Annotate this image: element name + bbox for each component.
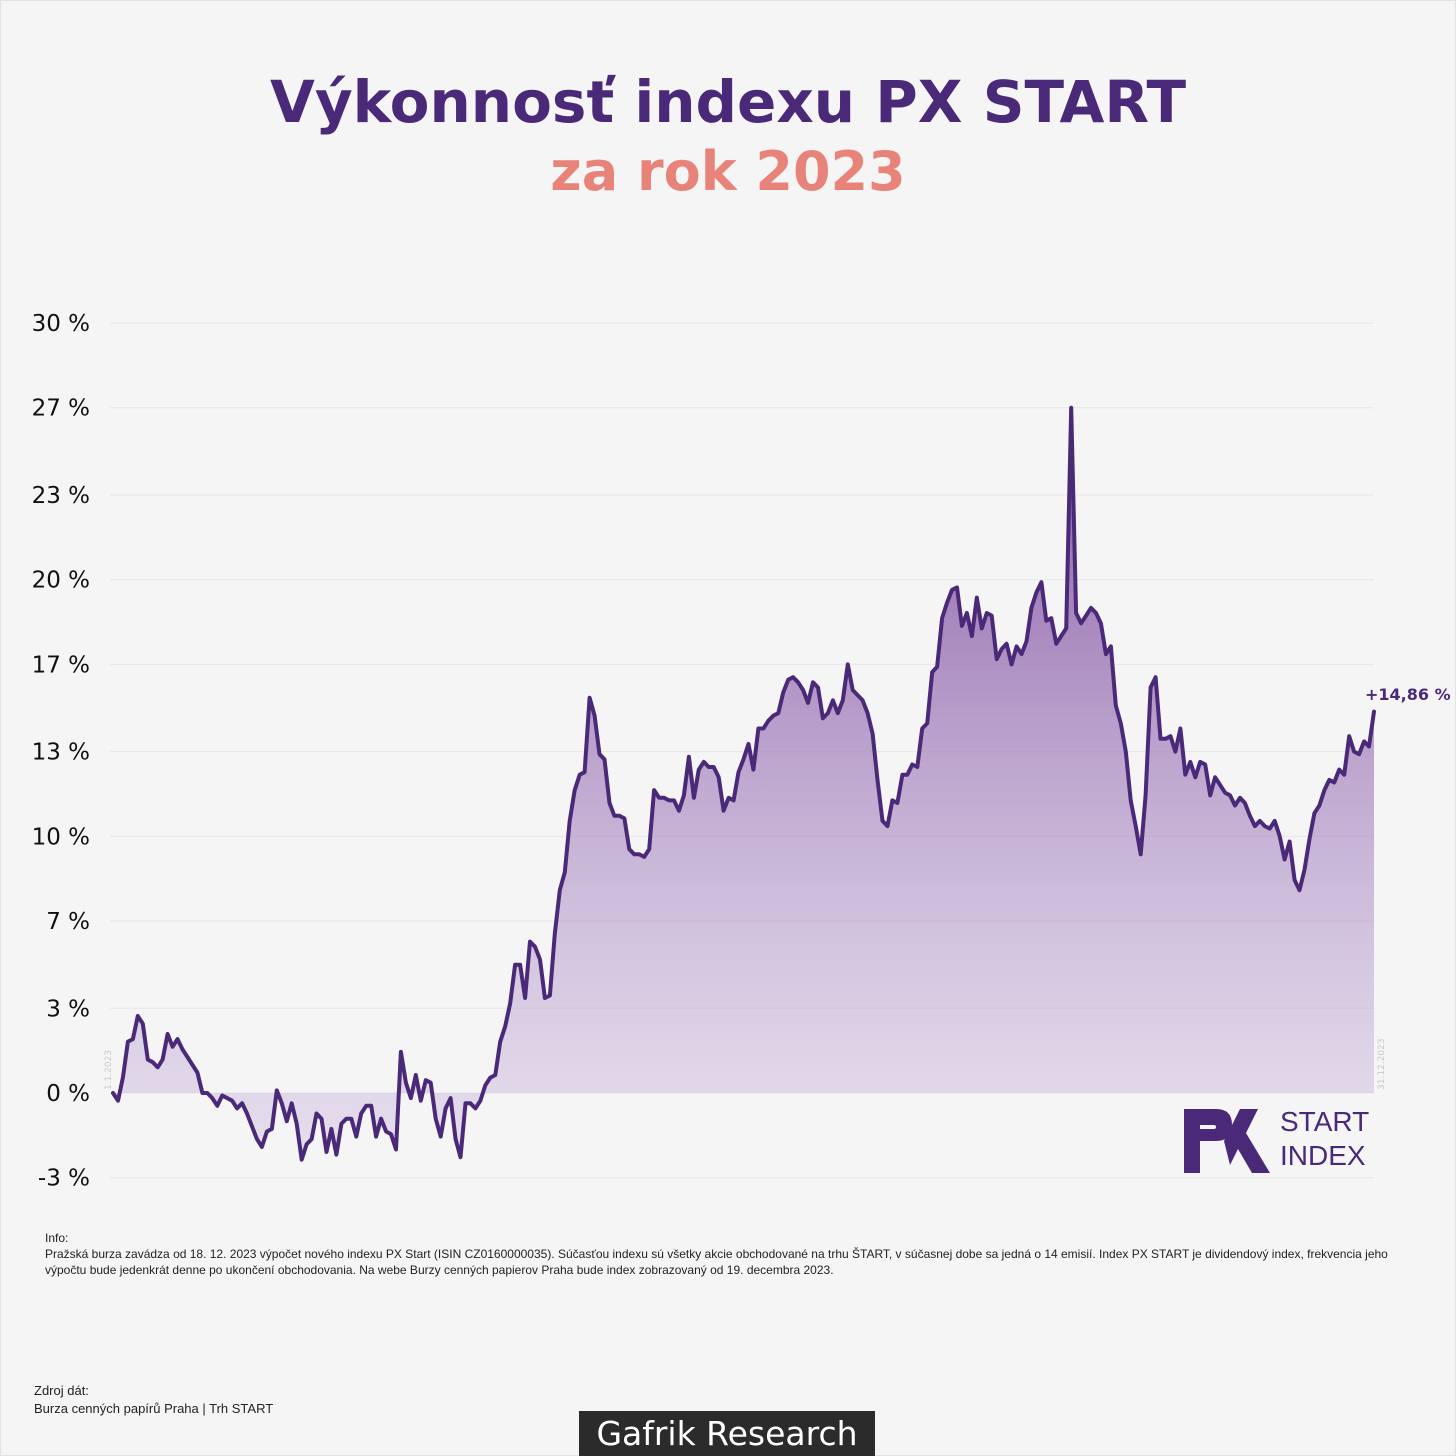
y-tick-label: 13 % [32, 740, 90, 766]
y-tick-label: 23 % [32, 483, 90, 509]
y-tick-label: 17 % [32, 652, 90, 678]
area-fill [113, 407, 1374, 1160]
info-heading: Info: [45, 1231, 69, 1245]
info-note: Info: Pražská burza zavádza od 18. 12. 2… [45, 1230, 1425, 1278]
info-text: Pražská burza zavádza od 18. 12. 2023 vý… [45, 1247, 1388, 1277]
logo-line-1: START [1280, 1106, 1370, 1137]
y-tick-label: 10 % [32, 824, 90, 850]
logo-text: START INDEX [1280, 1105, 1369, 1173]
end-value-label: +14,86 % [1365, 685, 1451, 704]
y-tick-label: 20 % [32, 568, 90, 594]
y-tick-label: 7 % [46, 909, 90, 935]
y-tick-label: 27 % [32, 396, 90, 422]
page-title: Výkonnosť indexu PX START [269, 68, 1187, 136]
end-date-label: 31.12.2023 [1377, 1038, 1387, 1090]
start-date-label: 1.1.2023 [104, 1050, 114, 1090]
px-start-logo: START INDEX [1180, 1105, 1380, 1177]
brand-badge: Gafrik Research [579, 1411, 875, 1456]
source-heading: Zdroj dát: [34, 1383, 89, 1398]
page-subtitle: za rok 2023 [550, 140, 906, 203]
y-tick-label: -3 % [38, 1166, 90, 1192]
source-note: Zdroj dát: Burza cenných papírů Praha | … [34, 1382, 634, 1418]
series-line [111, 405, 1376, 1162]
y-tick-label: 0 % [46, 1081, 90, 1107]
logo-line-2: INDEX [1280, 1140, 1366, 1171]
y-tick-label: 3 % [46, 996, 90, 1022]
px-logo-icon [1184, 1109, 1270, 1173]
y-tick-label: 30 % [32, 311, 90, 337]
source-text: Burza cenných papírů Praha | Trh START [34, 1401, 274, 1416]
